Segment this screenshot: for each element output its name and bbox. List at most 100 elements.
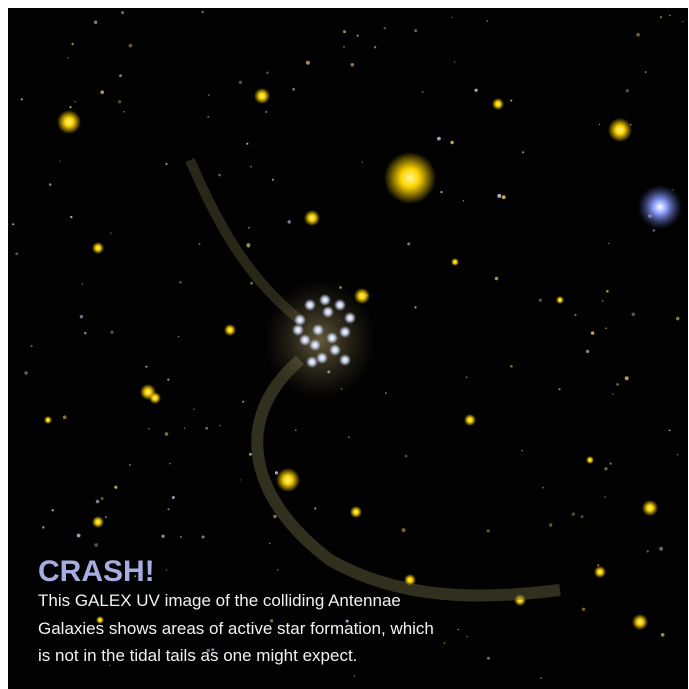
star [249, 453, 252, 456]
star [146, 366, 148, 368]
star [114, 486, 117, 489]
star [329, 344, 341, 356]
star [254, 88, 270, 104]
star [343, 30, 346, 33]
star [67, 57, 69, 59]
star [594, 566, 606, 578]
star [348, 436, 350, 438]
star [162, 535, 165, 538]
star [96, 500, 100, 504]
star [322, 306, 334, 318]
star [591, 331, 594, 334]
star [306, 356, 318, 368]
star [464, 414, 476, 426]
star [632, 313, 636, 317]
star [304, 299, 316, 311]
star [306, 61, 310, 65]
star [384, 27, 386, 29]
star [207, 116, 209, 118]
star [82, 283, 84, 285]
star [647, 550, 649, 552]
star [606, 290, 609, 293]
star [350, 506, 362, 518]
star [24, 371, 28, 375]
star [608, 118, 632, 142]
star [572, 513, 575, 516]
star [59, 160, 61, 162]
star [69, 106, 71, 108]
star [105, 516, 107, 518]
star [559, 388, 561, 390]
photo: CRASH! This GALEX UV image of the collid… [0, 0, 689, 689]
star [556, 296, 564, 304]
star [502, 195, 506, 199]
star [454, 61, 455, 62]
star [129, 44, 133, 48]
star [110, 232, 112, 234]
star [661, 633, 665, 637]
star [334, 299, 346, 311]
star [669, 430, 671, 432]
star [414, 306, 416, 308]
star [362, 162, 363, 163]
star [205, 427, 208, 430]
star [586, 456, 594, 464]
star [248, 227, 250, 229]
star [149, 392, 161, 404]
star [581, 515, 584, 518]
star [288, 220, 291, 223]
star [451, 258, 459, 266]
star [84, 332, 86, 334]
star [80, 315, 83, 318]
star [604, 496, 605, 497]
star [440, 191, 442, 193]
star [15, 252, 18, 255]
star [660, 16, 662, 18]
star [407, 242, 410, 245]
star [626, 89, 629, 92]
star [101, 497, 104, 500]
star [422, 91, 424, 93]
star [605, 327, 607, 329]
star [582, 608, 585, 611]
star [166, 569, 168, 571]
star [273, 515, 276, 518]
star [246, 243, 250, 247]
star [604, 467, 607, 470]
star [586, 350, 589, 353]
star [57, 110, 81, 134]
star [344, 312, 356, 324]
star [119, 74, 122, 77]
star [326, 332, 338, 344]
star [70, 216, 72, 218]
star [184, 428, 186, 430]
star [602, 300, 603, 301]
caption-title: CRASH! [38, 555, 155, 588]
star [450, 141, 453, 144]
star [193, 409, 194, 410]
star [659, 547, 663, 551]
star [148, 428, 150, 430]
star [451, 17, 452, 18]
star [220, 425, 221, 426]
star [495, 277, 499, 281]
star [351, 63, 355, 67]
star [597, 564, 599, 566]
star [612, 393, 613, 394]
star [165, 163, 167, 165]
star [510, 365, 513, 368]
star [540, 677, 542, 679]
star [374, 46, 376, 48]
star [172, 496, 175, 499]
star [676, 317, 680, 321]
star [357, 35, 359, 37]
star [121, 11, 124, 14]
star [539, 299, 542, 302]
star [385, 392, 387, 394]
star [242, 401, 244, 403]
star [599, 124, 600, 125]
star [339, 354, 351, 366]
star [312, 324, 324, 336]
star [168, 508, 170, 510]
page: CRASH! This GALEX UV image of the collid… [0, 0, 689, 689]
